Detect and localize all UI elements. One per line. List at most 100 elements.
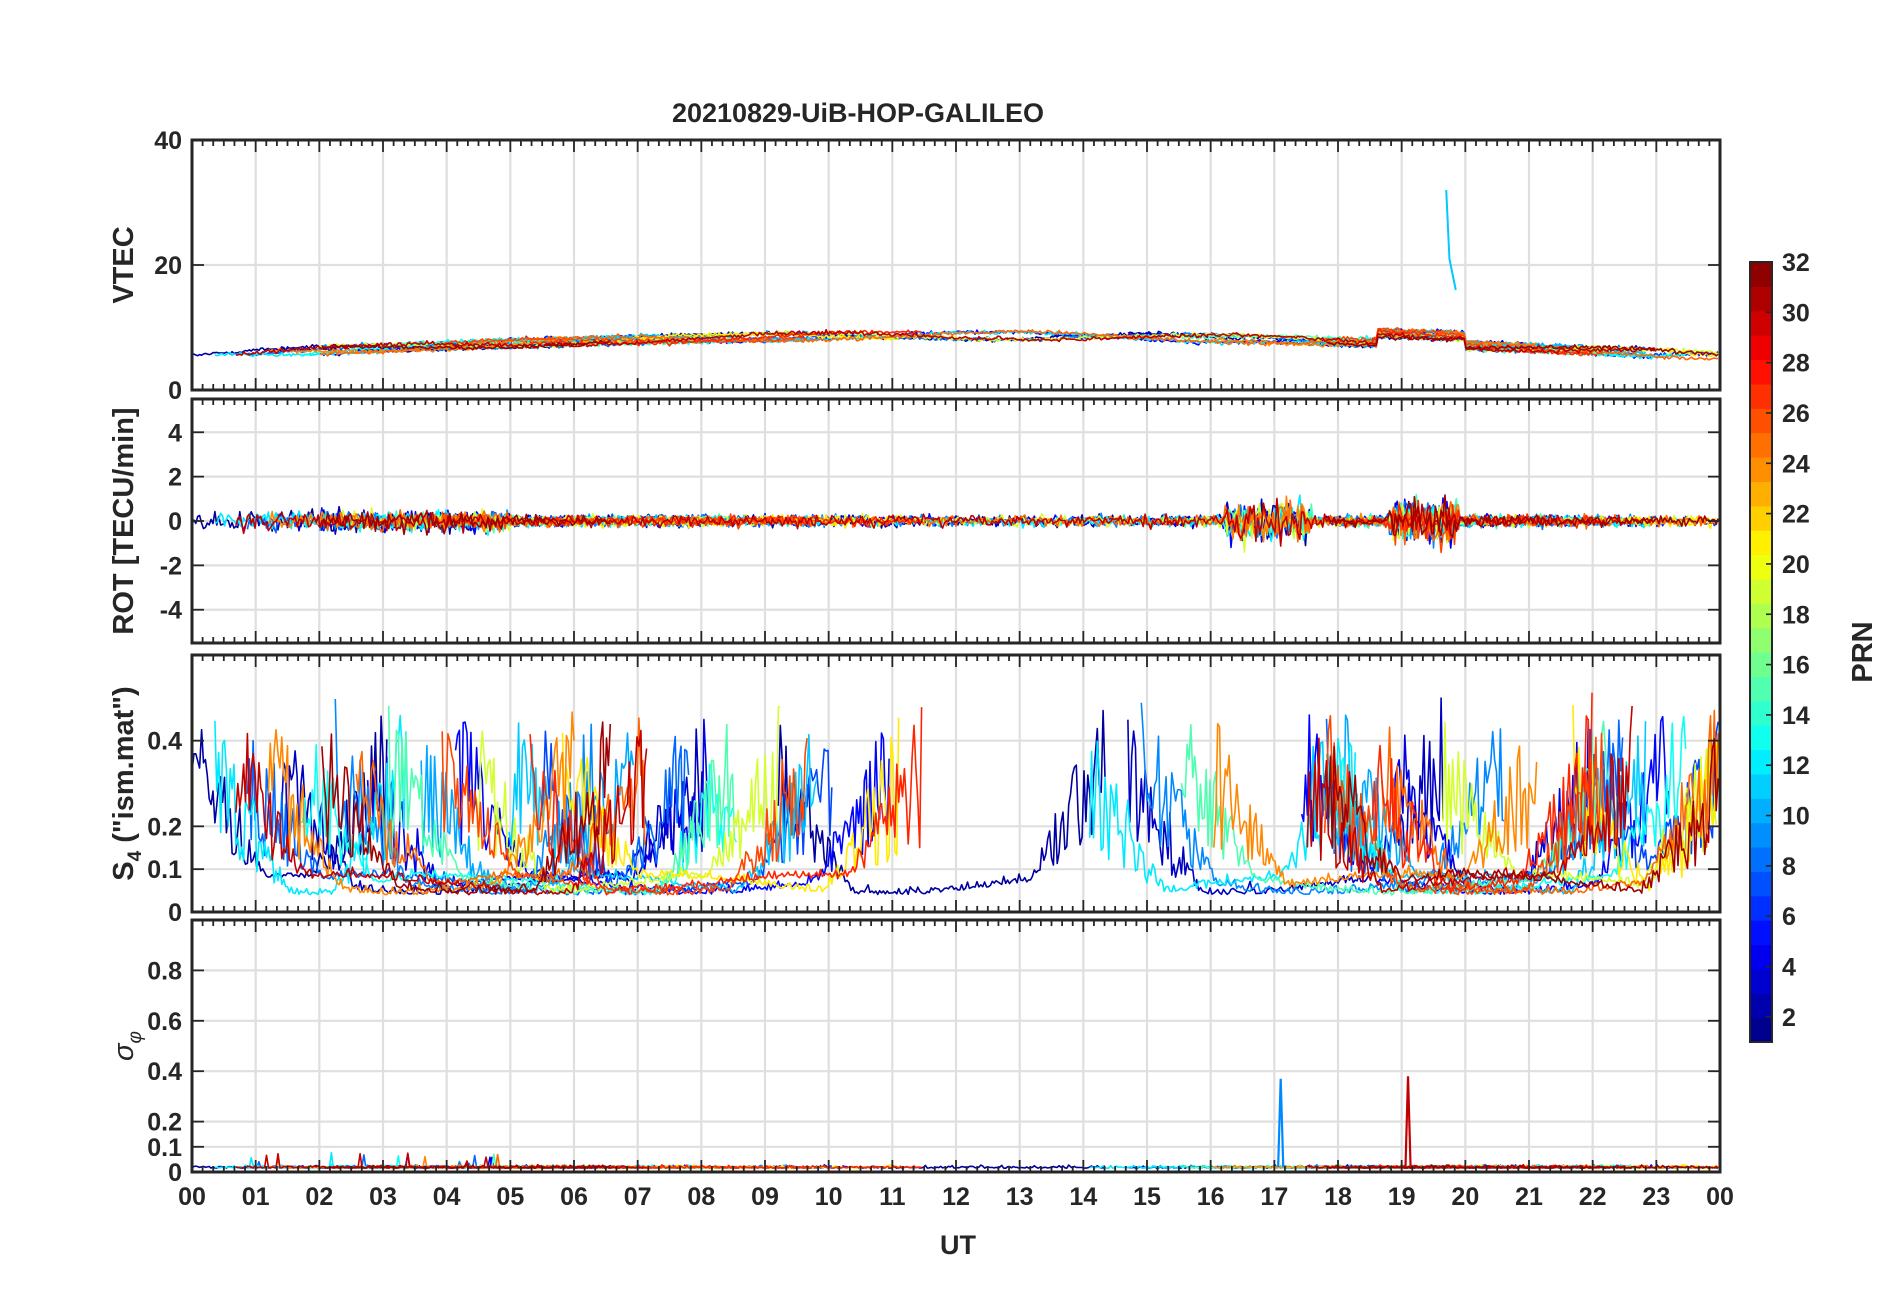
x-tick-label: 19 (1388, 1183, 1416, 1211)
colorbar-tick-label: 2 (1782, 1004, 1796, 1032)
colorbar-segment (1750, 505, 1772, 531)
panel-s4-ytick-label: 0.4 (147, 728, 182, 756)
colorbar-segment (1750, 993, 1772, 1019)
panel-rot-ytick-label: -2 (160, 552, 182, 580)
colorbar-label: PRN (1847, 621, 1879, 682)
series-s4-prn-31 (321, 721, 1719, 896)
x-tick-label: 21 (1515, 1183, 1543, 1211)
panel-sigma-ytick-label: 0.1 (147, 1134, 182, 1162)
colorbar-segment (1750, 578, 1772, 604)
panel-rot: -4 -2 0 2 4 ROT [TECU/min] (108, 397, 1722, 645)
colorbar-segment (1750, 871, 1772, 897)
colorbar-tick-label: 32 (1782, 249, 1810, 277)
series-s4-prn-25 (355, 709, 1719, 896)
x-tick-label: 12 (942, 1183, 970, 1211)
panel-vtec: 0 20 40 VTEC (108, 127, 1722, 405)
x-tick-label: 01 (242, 1183, 270, 1211)
colorbar-tick-label: 26 (1782, 400, 1810, 428)
colorbar-segment (1750, 457, 1772, 482)
colorbar-tick-label: 28 (1782, 350, 1810, 378)
x-tick-label: 06 (560, 1183, 588, 1211)
panel-rot-ytick-label: 0 (168, 508, 182, 536)
colorbar-segment (1750, 1017, 1772, 1043)
colorbar-segment (1750, 725, 1772, 751)
colorbar-tick-label: 18 (1782, 601, 1810, 629)
x-tick-label: 00 (1706, 1183, 1734, 1211)
panel-rot-ytick-label: 4 (168, 419, 182, 447)
x-tick-label: 07 (624, 1183, 652, 1211)
colorbar-tick-label: 30 (1782, 299, 1810, 327)
panel-rot-ytick-label: 2 (168, 464, 182, 492)
panel-vtec-ytick-label: 20 (154, 252, 182, 280)
colorbar-segment (1750, 383, 1772, 409)
colorbar-segment (1750, 359, 1772, 385)
colorbar-segment (1750, 481, 1772, 507)
ylabel-main: σ (108, 1042, 140, 1061)
colorbar-segment (1750, 652, 1772, 677)
x-tick-label: 08 (687, 1183, 715, 1211)
colorbar-segment (1750, 822, 1772, 848)
colorbar-tick-label: 14 (1782, 702, 1810, 730)
colorbar-segment (1750, 286, 1772, 312)
colorbar-tick-label: 16 (1782, 652, 1810, 680)
series-rot-prn-31 (321, 494, 1719, 539)
colorbar-tick-label: 6 (1782, 903, 1796, 931)
chart-title: 20210829-UiB-HOP-GALILEO (672, 98, 1044, 128)
panel-sigma-ytick-label: 0.4 (147, 1058, 182, 1086)
colorbar-segment (1750, 554, 1772, 580)
colorbar-segment (1750, 944, 1772, 970)
colorbar-tick-label: 22 (1782, 501, 1810, 529)
x-axis-label: UT (940, 1230, 976, 1260)
colorbar-segment (1750, 847, 1772, 872)
colorbar-tick-label: 24 (1782, 450, 1810, 478)
series-rot-prn-25 (319, 499, 1719, 546)
series-s4-prn-30 (235, 705, 1633, 896)
colorbar-segment (1750, 676, 1772, 702)
colorbar-segment (1750, 335, 1772, 361)
x-tick-label: 23 (1642, 1183, 1670, 1211)
x-tick-label: 20 (1451, 1183, 1479, 1211)
ylabel-sub: φ (125, 1031, 146, 1043)
sigma-spike (1277, 1078, 1285, 1167)
x-tick-label: 10 (815, 1183, 843, 1211)
panel-sigma-ytick-label: 0 (168, 1159, 182, 1187)
colorbar-tick-label: 4 (1782, 954, 1796, 982)
colorbar-segment (1750, 603, 1772, 629)
x-tick-label: 13 (1006, 1183, 1034, 1211)
x-tick-label: 04 (433, 1183, 461, 1211)
panel-sigma-ylabel: σφ (108, 1031, 146, 1061)
panel-s4-ytick-label: 0.1 (147, 856, 182, 884)
colorbar-segment (1750, 700, 1772, 726)
colorbar-segment (1750, 432, 1772, 458)
colorbar-segment (1750, 408, 1772, 434)
x-tick-label: 18 (1324, 1183, 1352, 1211)
panel-sigma: 00.10.2 0.4 0.6 0.8 σφ 00 01 02 03 04 05 06 07 08 09 10… (108, 918, 1734, 1211)
colorbar-segment (1750, 920, 1772, 946)
panel-s4-ylabel: S4 ("ism.mat") (108, 686, 146, 880)
ylabel-sub: 4 (125, 850, 146, 861)
colorbar-frame (1749, 261, 1773, 1043)
series-vtec-prn-31 (321, 334, 1719, 357)
colorbar-tick-label: 20 (1782, 551, 1810, 579)
series-vtec-prn-25 (319, 328, 1719, 361)
panel-vtec-ytick-label: 0 (168, 377, 182, 405)
series-vtec-peak-prn-11 (1445, 189, 1457, 291)
panel-vtec-ytick-label: 40 (154, 127, 182, 155)
colorbar-segment (1750, 773, 1772, 799)
x-tick-label: 15 (1133, 1183, 1161, 1211)
series-s4-prn-27 (529, 692, 1593, 896)
panel-rot-ylabel: ROT [TECU/min] (108, 407, 140, 634)
x-tick-label: 02 (305, 1183, 333, 1211)
x-tick-label: 17 (1260, 1183, 1288, 1211)
colorbar-segment (1750, 749, 1772, 775)
colorbar-segment (1750, 968, 1772, 994)
x-tick-label: 00 (178, 1183, 206, 1211)
colorbar-segment (1750, 310, 1772, 336)
x-tick-label: 11 (879, 1183, 906, 1211)
x-tick-label: 16 (1197, 1183, 1225, 1211)
panel-rot-ytick-label: -4 (160, 597, 182, 625)
panel-sigma-ytick-label: 0.2 (147, 1109, 182, 1137)
